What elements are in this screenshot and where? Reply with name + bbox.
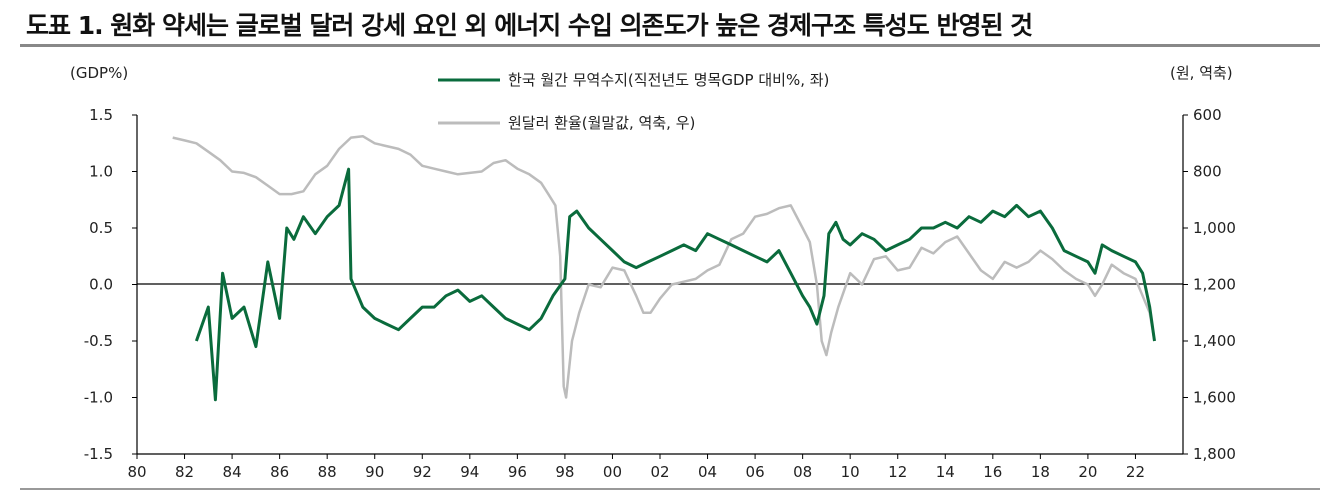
x-tick-label: 08 [793,463,812,481]
right-tick-label: 1,000 [1193,219,1236,237]
x-tick-label: 98 [555,463,574,481]
x-tick-label: 22 [1126,463,1145,481]
trade-balance-line [194,167,1156,402]
left-axis-unit: (GDP%) [70,64,128,82]
x-tick-label: 86 [270,463,289,481]
x-tick-label: 84 [223,463,242,481]
left-tick-label: -1.5 [84,445,113,463]
x-tick-label: 18 [1031,463,1050,481]
fx-rate-line [172,134,1156,399]
x-tick-label: 90 [365,463,384,481]
chart-title: 도표 1. 원화 약세는 글로벌 달러 강세 요인 외 에너지 수입 의존도가 … [26,11,1033,40]
x-tick-label: 10 [841,463,860,481]
x-tick-label: 20 [1078,463,1097,481]
x-tick-label: 94 [460,463,479,481]
right-tick-label: 1,200 [1193,276,1236,294]
legend-label-trade: 한국 월간 무역수지(직전년도 명목GDP 대비%, 좌) [508,71,829,89]
x-tick-label: 12 [888,463,907,481]
bottom-rule [20,488,1320,490]
x-tick-label: 88 [318,463,337,481]
x-tick-label: 82 [175,463,194,481]
right-axis-unit: (원, 역축) [1170,64,1233,82]
left-tick-label: -1.0 [84,389,113,407]
x-tick-label: 96 [508,463,527,481]
left-tick-label: 1.5 [89,106,113,124]
left-tick-label: -0.5 [84,332,113,350]
x-tick-label: 92 [413,463,432,481]
right-tick-label: 1,800 [1193,445,1236,463]
right-tick-label: 800 [1193,163,1222,181]
x-tick-label: 04 [698,463,717,481]
left-tick-label: 1.0 [89,163,113,181]
x-tick-label: 02 [650,463,669,481]
legend: 한국 월간 무역수지(직전년도 명목GDP 대비%, 좌) 원달러 환율(월말값… [438,71,829,132]
x-tick-label: 80 [127,463,146,481]
x-tick-label: 06 [746,463,765,481]
left-tick-label: 0.5 [89,219,113,237]
title-rule [20,44,1320,47]
series-group [172,134,1156,402]
axes: 1.5 1.0 0.5 0.0 -0.5 -1.0 -1.5 600 800 1,000 1,200… [84,106,1236,481]
legend-label-fx: 원달러 환율(월말값, 역축, 우) [508,114,695,132]
right-tick-label: 1,400 [1193,332,1236,350]
x-tick-label: 14 [936,463,955,481]
x-tick-label: 00 [603,463,622,481]
left-tick-label: 0.0 [89,276,113,294]
right-tick-label: 1,600 [1193,389,1236,407]
x-tick-label: 16 [983,463,1002,481]
right-tick-label: 600 [1193,106,1222,124]
